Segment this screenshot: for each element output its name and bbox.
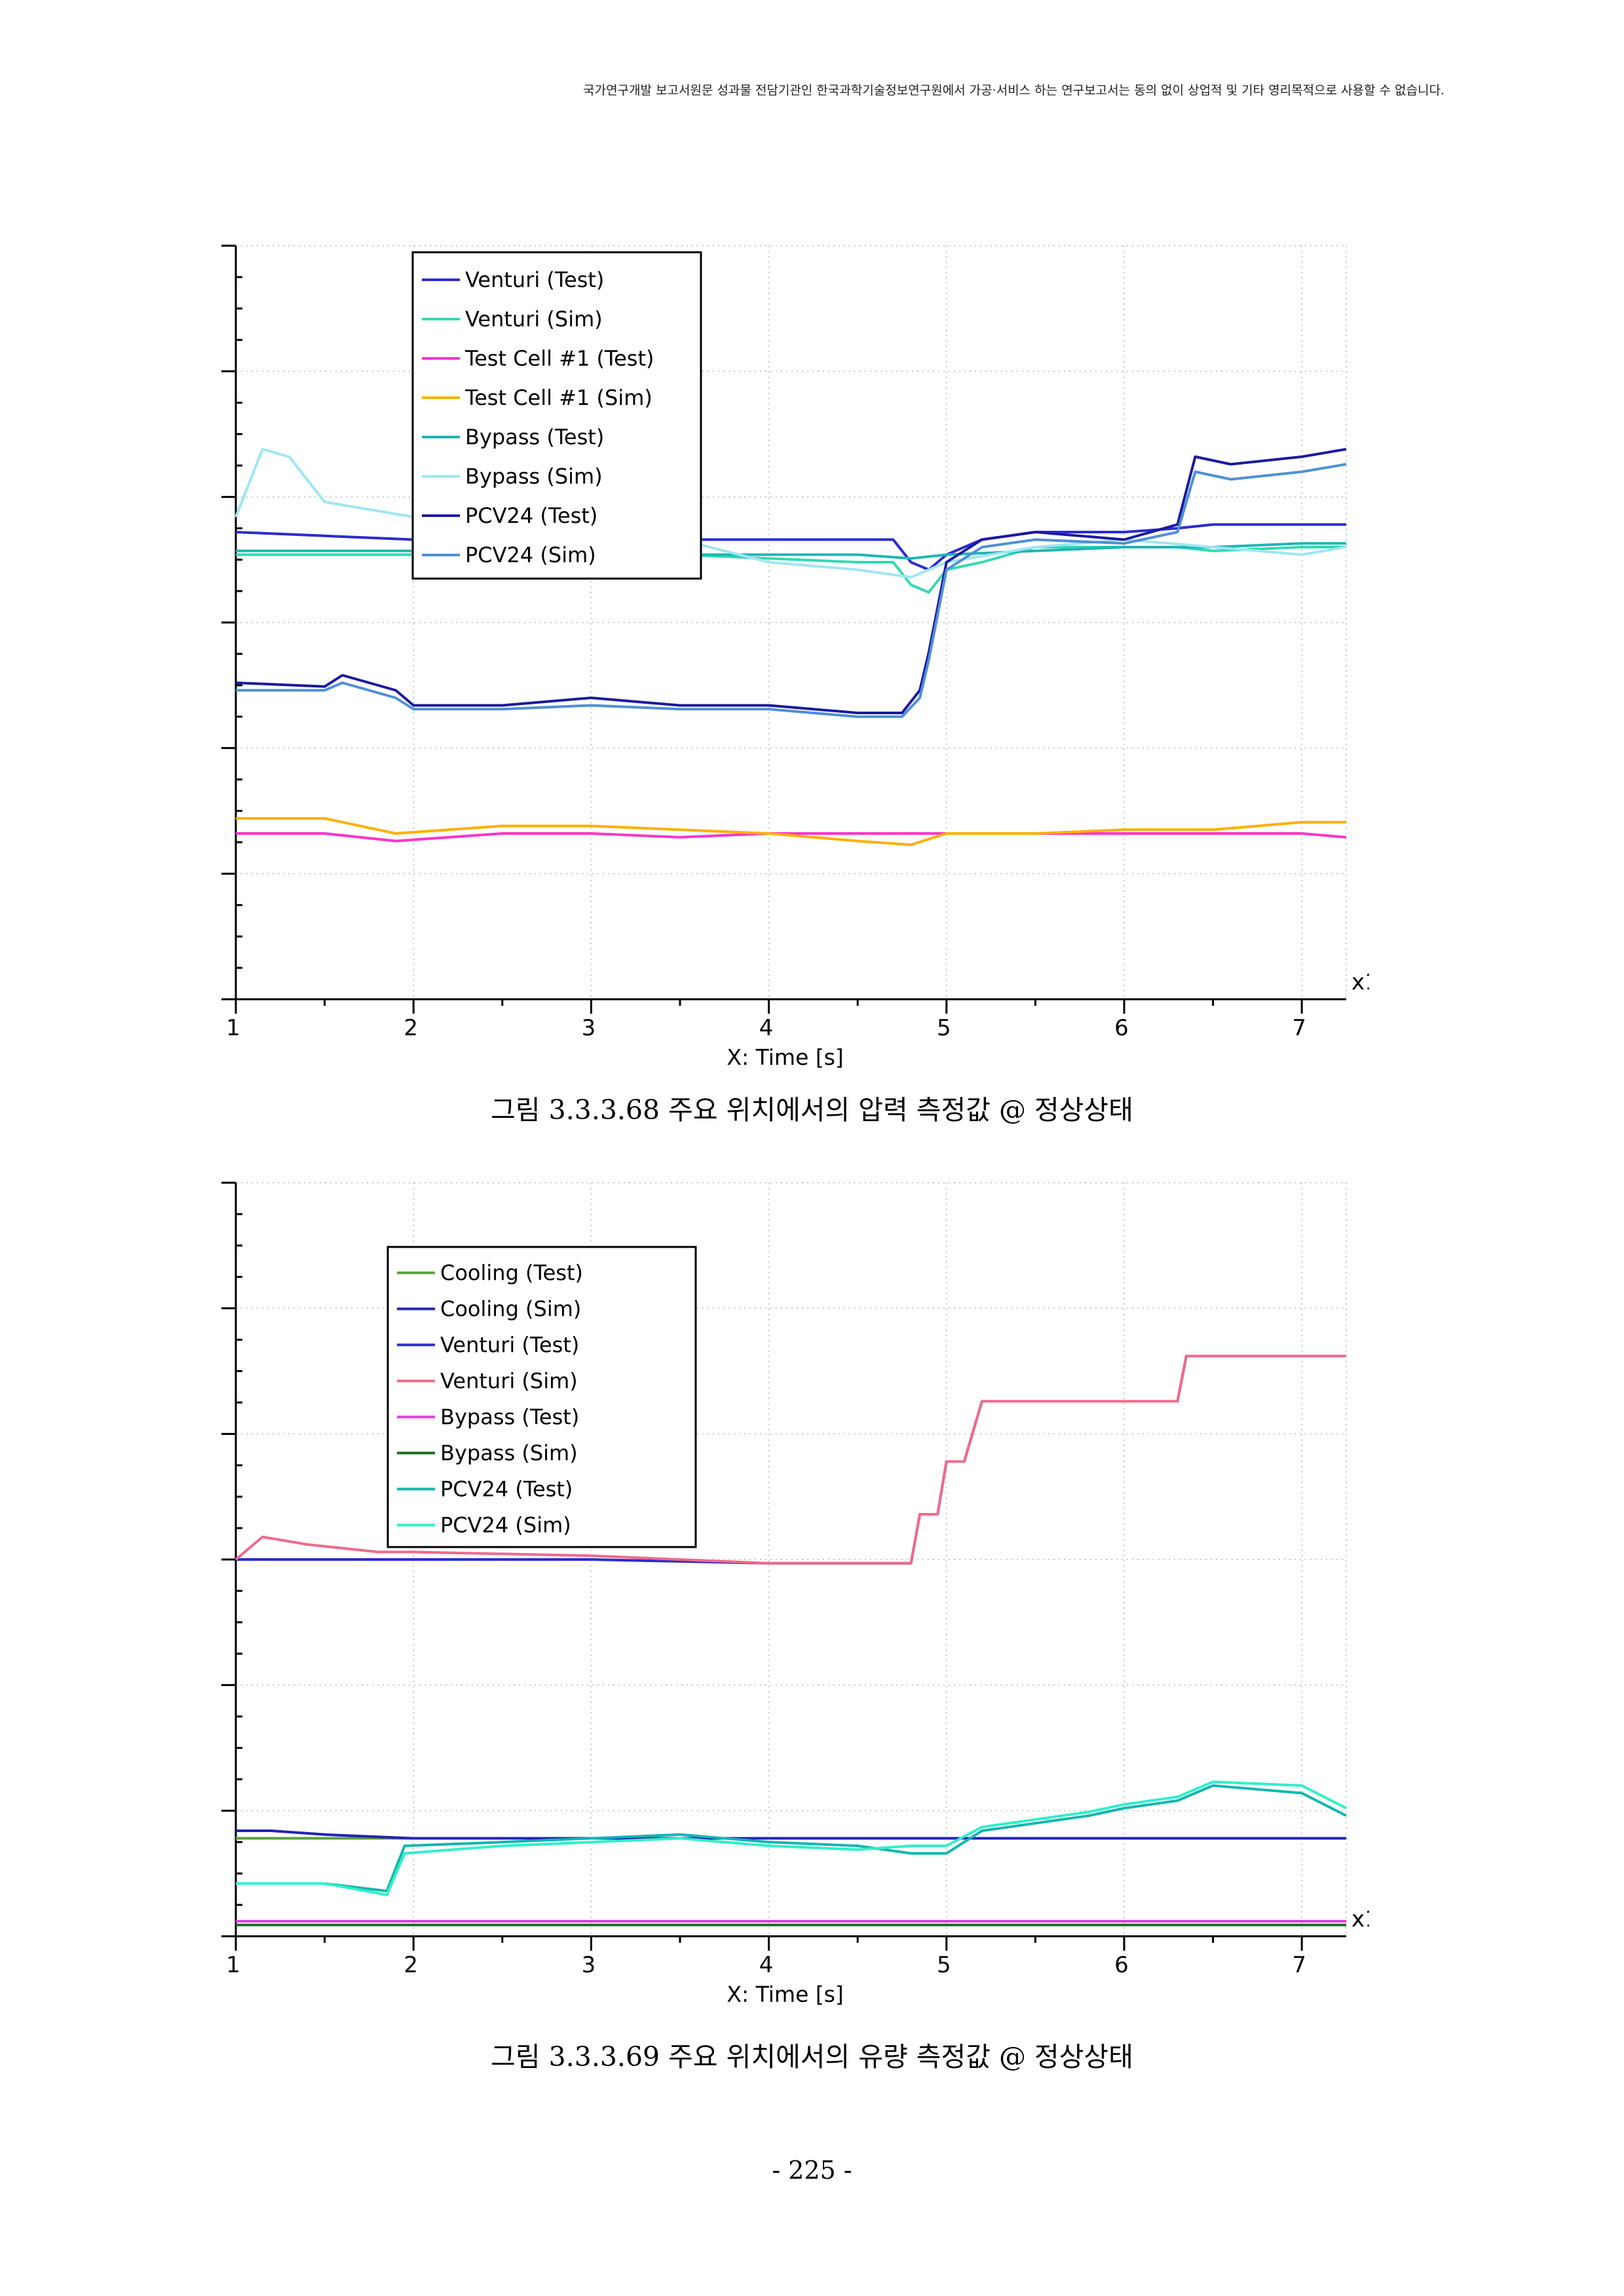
flow-chart-svg: 1234567x10³X: Time [s]Cooling (Test)Cool… — [221, 1181, 1369, 2007]
legend-label-3: Venturi (Sim) — [440, 1369, 578, 1394]
legend: Venturi (Test) Venturi (Sim) Test Cell #1 … — [411, 251, 702, 580]
legend-box — [387, 1246, 697, 1548]
x-tick-label: 4 — [759, 1015, 774, 1041]
legend-label-0: Cooling (Test) — [440, 1261, 583, 1286]
x-tick-label: 7 — [1292, 1015, 1306, 1041]
legend-label-6: PCV24 (Test) — [440, 1477, 573, 1502]
x-tick-label: 3 — [582, 1015, 596, 1041]
x-multiplier-label: x10³ — [1351, 969, 1369, 995]
x-tick-label: 5 — [937, 1952, 951, 1978]
legend-box — [411, 251, 702, 580]
series-line-2 — [236, 832, 1347, 843]
legend-label-6: PCV24 (Test) — [465, 503, 597, 528]
x-tick-label: 5 — [937, 1015, 951, 1041]
series-line-4 — [236, 542, 1346, 560]
x-multiplier-label: x10³ — [1351, 1906, 1369, 1932]
x-tick-label: 1 — [226, 1952, 240, 1978]
series-line-6 — [235, 448, 1347, 714]
header-note: 국가연구개발 보고서원문 성과물 전담기관인 한국과학기술정보연구원에서 가공·… — [583, 83, 1445, 98]
series-line-7 — [236, 463, 1347, 718]
legend-label-7: PCV24 (Sim) — [465, 543, 596, 567]
legend: Cooling (Test) Cooling (Sim) Venturi (Test… — [387, 1246, 697, 1548]
legend-label-4: Bypass (Test) — [440, 1405, 579, 1430]
x-tick-label: 7 — [1292, 1952, 1306, 1978]
legend-label-5: Bypass (Sim) — [440, 1441, 578, 1466]
legend-label-4: Bypass (Test) — [465, 425, 604, 450]
legend-label-3: Test Cell #1 (Sim) — [464, 385, 652, 410]
grid — [235, 245, 1347, 999]
flow-chart: 1234567x10³X: Time [s]Cooling (Test)Cool… — [216, 1176, 1369, 2008]
x-tick-label: 2 — [404, 1015, 418, 1041]
legend-label-1: Cooling (Sim) — [440, 1297, 581, 1322]
x-tick-label: 2 — [404, 1952, 418, 1978]
series-line-5 — [235, 448, 1347, 579]
legend-label-2: Test Cell #1 (Test) — [464, 346, 654, 371]
x-tick-label: 1 — [226, 1015, 240, 1041]
x-tick-label: 3 — [582, 1952, 596, 1978]
series-line-6 — [236, 1784, 1347, 1892]
series-line-3 — [236, 817, 1346, 847]
figure-caption-pressure: 그림 3.3.3.68 주요 위치에서의 압력 측정값 @ 정상상태 — [491, 1094, 1133, 1126]
legend-label-2: Venturi (Test) — [440, 1333, 579, 1358]
x-tick-label: 6 — [1114, 1952, 1129, 1978]
figure-caption-flow: 그림 3.3.3.69 주요 위치에서의 유량 측정값 @ 정상상태 — [491, 2041, 1133, 2073]
legend-label-1: Venturi (Sim) — [465, 307, 603, 332]
plot-area — [235, 1354, 1347, 1926]
legend-label-5: Bypass (Sim) — [465, 464, 603, 489]
plot-area — [235, 448, 1347, 847]
pressure-chart-svg: 1234567x10³X: Time [s]Venturi (Test)Vent… — [221, 244, 1369, 1070]
x-axis-title: X: Time [s] — [727, 1044, 843, 1070]
x-tick-label: 6 — [1114, 1015, 1129, 1041]
legend-label-7: PCV24 (Sim) — [440, 1513, 571, 1538]
pressure-chart: 1234567x10³X: Time [s]Venturi (Test)Vent… — [216, 239, 1369, 1071]
x-axis-title: X: Time [s] — [727, 1981, 843, 2007]
legend-label-0: Venturi (Test) — [465, 267, 604, 292]
series-line-7 — [236, 1780, 1347, 1896]
page-number: - 225 - — [772, 2156, 852, 2185]
series-line-3 — [235, 1354, 1346, 1565]
x-tick-label: 4 — [759, 1952, 774, 1978]
series-line-1 — [236, 1829, 1346, 1840]
